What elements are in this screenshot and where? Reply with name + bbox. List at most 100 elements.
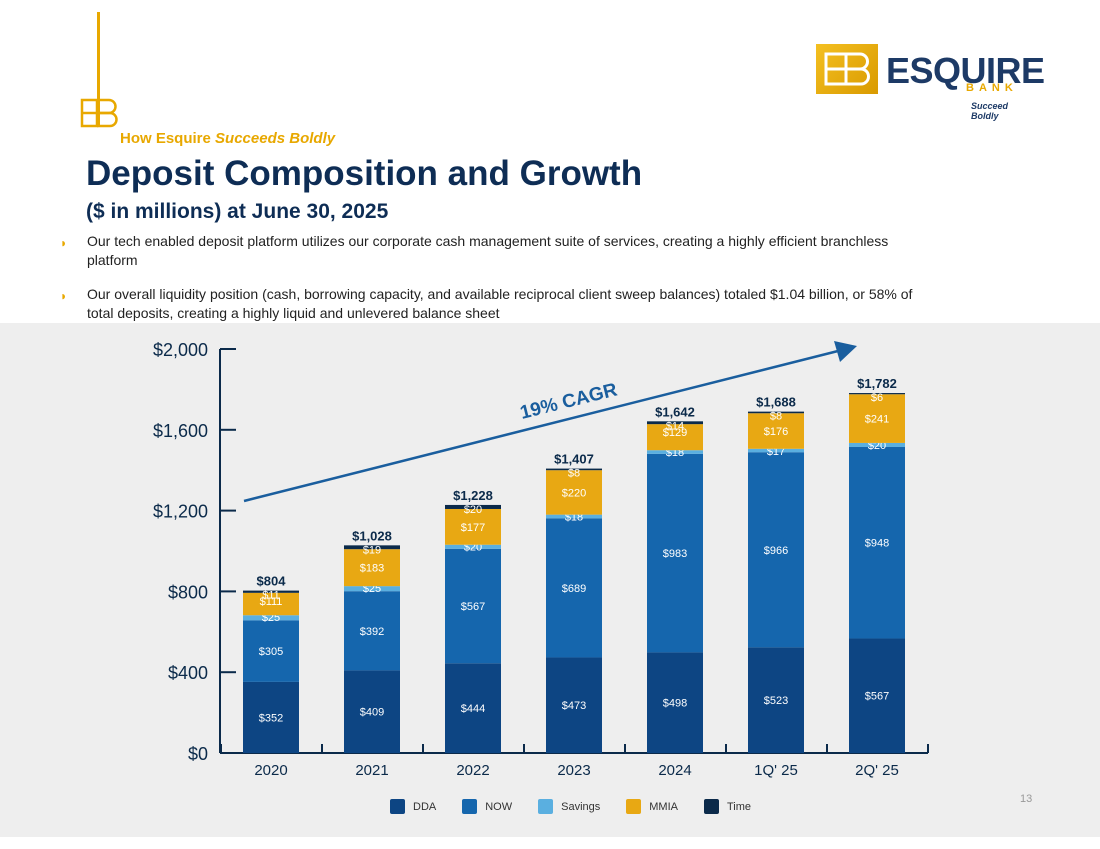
legend-item-time: Time — [704, 799, 751, 814]
legend-swatch-dda — [390, 799, 405, 814]
bar-total-label: $1,407 — [554, 452, 594, 467]
bar-segment-dda — [243, 681, 299, 753]
bar-value-label: $11 — [262, 590, 280, 602]
bar-segment-mmia — [546, 470, 602, 515]
y-tick-label: $2,000 — [153, 340, 208, 360]
bar-total-label: $1,228 — [453, 488, 493, 503]
bar-value-label: $523 — [764, 695, 788, 707]
legend-item-dda: DDA — [390, 799, 436, 814]
legend-item-savings: Savings — [538, 799, 600, 814]
page-subtitle: ($ in millions) at June 30, 2025 — [86, 200, 389, 223]
bar-value-label: $6 — [871, 392, 883, 404]
bar-segment-mmia — [243, 592, 299, 616]
cagr-arrow-line — [243, 349, 839, 503]
bar-segment-time — [344, 545, 400, 550]
page-number: 13 — [1020, 793, 1033, 805]
bar-value-label: $983 — [663, 548, 687, 560]
page-title: Deposit Composition and Growth — [86, 154, 643, 193]
brand-name: ESQUIRE — [886, 50, 1045, 91]
bar-value-label: $409 — [360, 707, 384, 719]
bar-total-label: $1,642 — [655, 404, 695, 419]
bar-segment-now — [243, 620, 299, 682]
bar-value-label: $20 — [464, 504, 482, 516]
bullet-text: Our tech enabled deposit platform utiliz… — [87, 233, 889, 268]
cagr-annotation: 19% CAGR — [518, 379, 620, 423]
bar-segment-mmia — [344, 549, 400, 587]
section-label-emphasis: Succeeds Boldly — [215, 130, 336, 147]
bar-segment-dda — [748, 647, 804, 753]
bar-segment-mmia — [647, 424, 703, 451]
bar-segment-time — [445, 504, 501, 509]
legend-swatch-savings — [538, 799, 554, 814]
bar-value-label: $19 — [363, 544, 381, 556]
bar-value-label: $14 — [666, 420, 684, 432]
bar-value-label: $176 — [764, 426, 788, 438]
bar-total-label: $1,028 — [352, 528, 392, 543]
esquire-bank-logo: ESQUIRE BANK Succeed Boldly — [816, 44, 1045, 121]
bar-value-label: $183 — [360, 563, 384, 575]
bar-segment-dda — [445, 663, 501, 753]
bar-segment-time — [546, 468, 602, 471]
bar-segment-dda — [344, 670, 400, 753]
decorative-vertical-line — [97, 12, 100, 127]
bar-segment-mmia — [748, 413, 804, 449]
y-tick-label: $800 — [168, 582, 208, 602]
bar-value-label: $8 — [770, 411, 782, 423]
chart-legend: DDA NOW Savings MMIA Time — [390, 799, 751, 814]
cagr-arrow-head-icon — [834, 341, 857, 362]
brand-eb-icon — [824, 52, 870, 86]
y-tick-label: $400 — [168, 663, 208, 683]
bar-segment-dda — [849, 638, 905, 753]
bar-segment-time — [243, 590, 299, 593]
bar-value-label: $352 — [259, 712, 283, 724]
bar-segment-savings — [647, 450, 703, 454]
bar-segment-now — [647, 453, 703, 653]
x-tick-label: 2022 — [456, 762, 489, 779]
bar-value-label: $948 — [865, 538, 889, 550]
bar-segment-now — [849, 446, 905, 639]
bullet-item: ◗ Our tech enabled deposit platform util… — [60, 232, 920, 270]
bar-value-label: $111 — [260, 596, 283, 608]
y-tick-label: $1,600 — [153, 421, 208, 441]
bar-value-label: $177 — [461, 522, 485, 534]
legend-label-time: Time — [727, 800, 752, 813]
brand-mark — [816, 44, 878, 94]
x-tick-label: 2021 — [355, 762, 388, 779]
legend-label-dda: DDA — [413, 800, 437, 813]
legend-label-mmia: MMIA — [649, 800, 678, 813]
bar-value-label: $567 — [461, 601, 485, 613]
bullet-text: Our overall liquidity position (cash, bo… — [87, 286, 913, 321]
bar-segment-time — [647, 421, 703, 425]
section-label-prefix: How Esquire — [120, 130, 216, 147]
bar-value-label: $567 — [865, 691, 889, 703]
legend-swatch-time — [704, 799, 719, 814]
legend-label-now: NOW — [485, 800, 513, 813]
x-tick-label: 2024 — [658, 762, 691, 779]
bar-value-label: $129 — [663, 427, 687, 439]
bar-value-label: $392 — [360, 626, 384, 638]
bar-segment-now — [344, 591, 400, 671]
bar-segment-mmia — [849, 394, 905, 443]
legend-swatch-mmia — [626, 799, 642, 814]
bar-segment-savings — [344, 586, 400, 592]
brand-tagline: Succeed Boldly — [971, 101, 1009, 121]
bar-value-label: $473 — [562, 700, 586, 712]
y-tick-label: $0 — [188, 744, 208, 764]
bullet-item: ◗ Our overall liquidity position (cash, … — [60, 285, 920, 323]
bar-value-label: $444 — [461, 703, 485, 715]
section-label: How Esquire Succeeds Boldly — [120, 130, 335, 147]
bar-segment-now — [546, 518, 602, 658]
bar-segment-dda — [647, 652, 703, 753]
bar-value-label: $689 — [562, 583, 586, 595]
legend-swatch-now — [462, 799, 478, 814]
bar-value-label: $498 — [663, 698, 687, 710]
bar-value-label: $966 — [764, 545, 788, 557]
x-tick-label: 2020 — [254, 762, 287, 779]
x-tick-label: 1Q' 25 — [754, 762, 798, 779]
x-tick-label: 2Q' 25 — [855, 762, 899, 779]
bar-segment-dda — [546, 657, 602, 753]
bar-segment-savings — [849, 442, 905, 447]
bar-total-label: $1,688 — [756, 395, 796, 410]
eb-mark-icon — [80, 98, 118, 128]
legend-item-mmia: MMIA — [626, 799, 678, 814]
